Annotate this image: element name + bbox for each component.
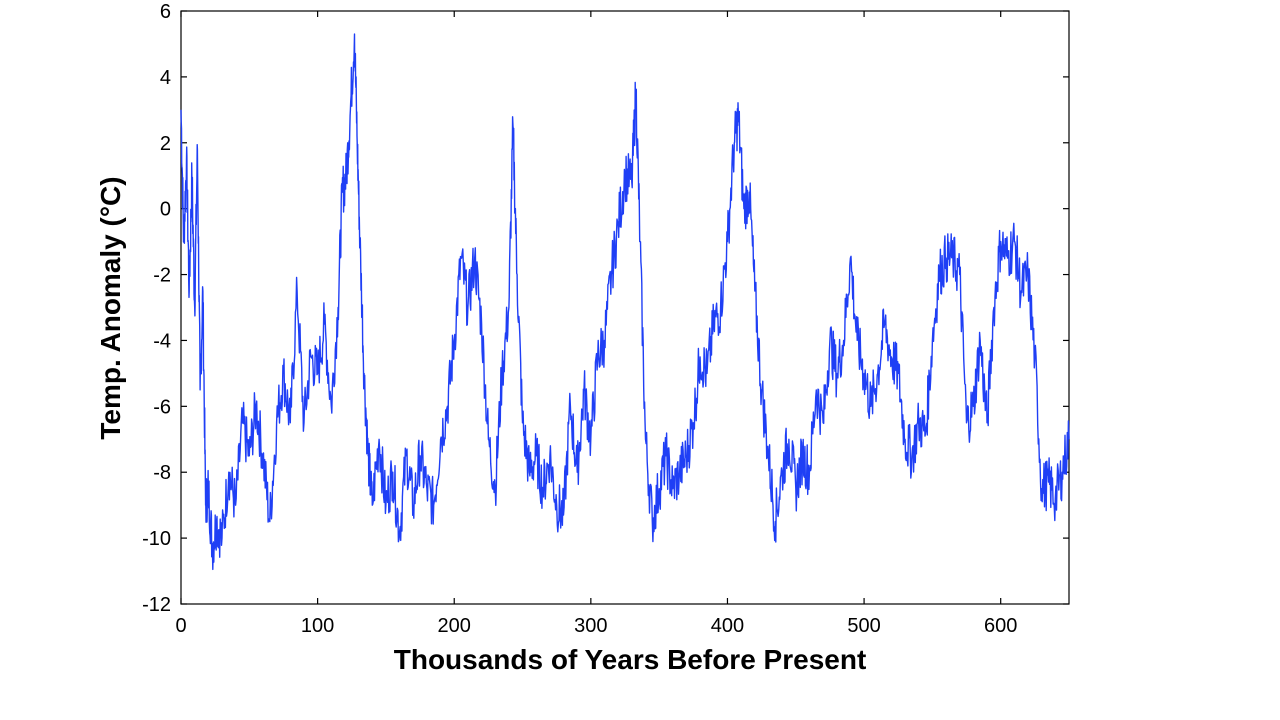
plot-frame [180, 10, 1070, 605]
y-tick-label: -8 [153, 462, 171, 484]
x-tick-label: 300 [574, 615, 607, 637]
x-tick-label: 200 [438, 615, 471, 637]
y-tick-label: -12 [142, 594, 171, 616]
y-tick-label: 2 [160, 133, 171, 155]
y-axis-title: Temp. Anomaly (°C) [95, 176, 126, 439]
x-tick-label: 600 [984, 615, 1017, 637]
y-tick-label: 4 [160, 67, 171, 89]
y-tick-label: 0 [160, 199, 171, 221]
y-tick-label: -10 [142, 528, 171, 550]
x-tick-label: 500 [847, 615, 880, 637]
y-tick-label: -4 [153, 330, 171, 352]
y-tick-label: -6 [153, 396, 171, 418]
temperature-series-line [180, 33, 1070, 571]
x-tick-label: 400 [711, 615, 744, 637]
y-axis-ticks: -12 -10 -8 -6 -4 -2 0 2 4 6 [142, 1, 1069, 616]
x-tick-label: 0 [175, 615, 186, 637]
x-axis-ticks: 0 100 200 300 400 500 600 [175, 11, 1017, 637]
y-tick-label: 6 [160, 1, 171, 23]
x-axis-title: Thousands of Years Before Present [394, 644, 867, 675]
x-tick-label: 100 [301, 615, 334, 637]
y-tick-label: -2 [153, 265, 171, 287]
